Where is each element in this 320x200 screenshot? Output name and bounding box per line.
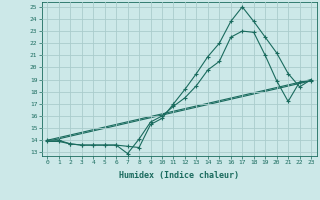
X-axis label: Humidex (Indice chaleur): Humidex (Indice chaleur) bbox=[119, 171, 239, 180]
